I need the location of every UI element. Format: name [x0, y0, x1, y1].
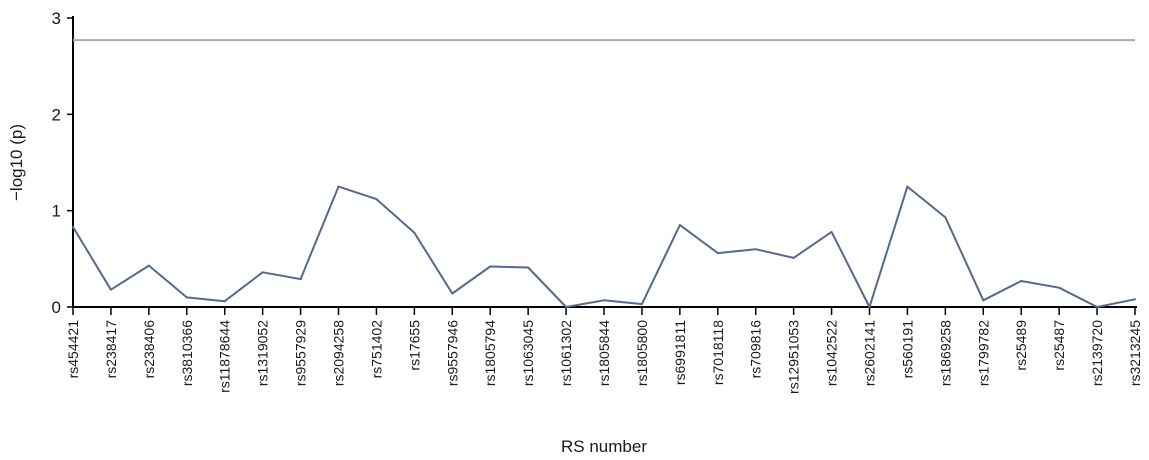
data-point: [603, 299, 605, 302]
x-tick-label: rs1799782: [975, 320, 991, 386]
chart-marks: [72, 39, 1136, 308]
data-point: [830, 230, 833, 233]
x-tick-label: rs751402: [368, 320, 384, 379]
x-tick-label: rs2094258: [331, 320, 347, 386]
y-axis-title: −log10 (p): [7, 124, 26, 201]
data-point: [906, 185, 909, 188]
y-tick-label: 2: [52, 105, 61, 124]
data-point: [1134, 298, 1136, 301]
axes: [67, 16, 1137, 315]
data-point: [451, 292, 454, 295]
data-point: [716, 252, 719, 255]
data-point: [109, 288, 112, 291]
y-tick-label: 3: [52, 9, 61, 28]
x-axis-title: RS number: [561, 437, 647, 456]
data-point: [185, 296, 188, 299]
x-tick-label: rs1805794: [482, 320, 498, 386]
data-point: [982, 299, 985, 302]
x-tick-label: rs2602141: [862, 320, 878, 386]
x-tick-label: rs560191: [899, 320, 915, 379]
data-point: [223, 300, 226, 303]
data-point: [337, 185, 340, 188]
x-tick-label: rs238406: [141, 320, 157, 379]
x-tick-label: rs25487: [1051, 320, 1067, 371]
x-tick-label: rs3810366: [179, 320, 195, 386]
data-point: [147, 264, 150, 267]
data-point: [1020, 279, 1023, 282]
x-tick-label: rs1805800: [634, 320, 650, 386]
x-tick-label: rs1063045: [520, 320, 536, 386]
data-point: [944, 216, 947, 219]
y-tick-label: 1: [52, 202, 61, 221]
data-point: [754, 248, 757, 251]
x-tick-label: rs17655: [406, 320, 422, 371]
x-tick-label: rs9557929: [293, 320, 309, 386]
x-tick-label: rs454421: [65, 320, 81, 379]
data-point: [489, 265, 492, 268]
data-point: [792, 256, 795, 259]
x-tick-label: rs12951053: [786, 320, 802, 394]
x-tick-label: rs1042522: [824, 320, 840, 386]
x-tick-label: rs9557946: [444, 320, 460, 386]
x-tick-label: rs1061302: [558, 320, 574, 386]
data-point: [299, 278, 302, 281]
series-line: [72, 185, 1136, 308]
x-tick-label: rs7018118: [710, 320, 726, 385]
data-point: [565, 306, 568, 308]
data-point: [678, 224, 681, 227]
x-tick-label: rs1869258: [937, 320, 953, 386]
x-tick-label: rs238417: [103, 320, 119, 379]
x-tick-label: rs25489: [1013, 320, 1029, 371]
data-point: [1058, 286, 1061, 289]
x-tick-label: rs6991811: [672, 320, 688, 385]
x-tick-label: rs1319052: [255, 320, 271, 386]
data-point: [640, 303, 643, 306]
x-tick-label: rs1805844: [596, 320, 612, 386]
x-tick-label: rs3213245: [1127, 320, 1143, 386]
data-point: [868, 306, 871, 308]
x-tick-label: rs2139720: [1089, 320, 1105, 386]
data-point: [1096, 306, 1099, 308]
data-point: [261, 271, 264, 274]
y-tick-label: 0: [52, 298, 61, 317]
x-tick-label: rs11878644: [217, 320, 233, 393]
chart-labels: 0 1 2 3 rs454421 rs238417 rs238406 rs3810366 rs1…: [52, 9, 1143, 394]
data-point: [413, 231, 416, 234]
data-point: [527, 266, 530, 269]
data-point: [375, 198, 378, 201]
x-tick-label: rs709816: [748, 320, 764, 379]
data-point: [72, 226, 74, 229]
